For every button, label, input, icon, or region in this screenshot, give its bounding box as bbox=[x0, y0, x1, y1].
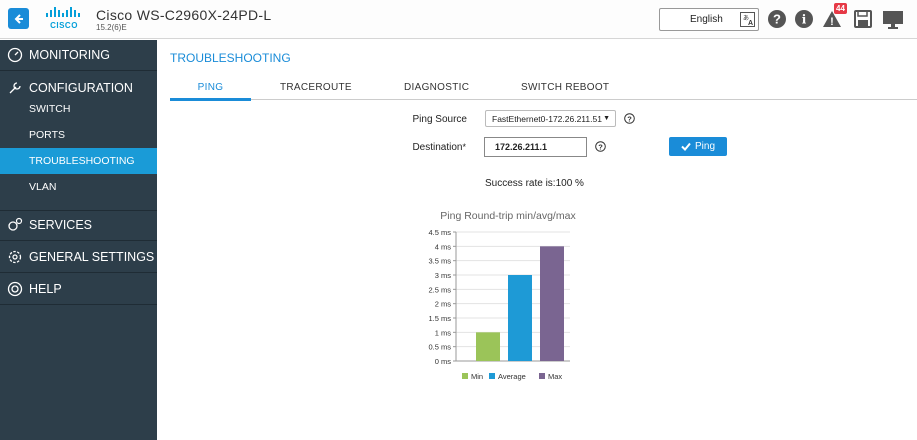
svg-text:i: i bbox=[802, 13, 807, 27]
gear-icon bbox=[8, 250, 22, 264]
help-circle-icon[interactable]: ? bbox=[767, 9, 787, 29]
nav-monitoring-label: MONITORING bbox=[29, 48, 111, 62]
device-version: 15.2(6)E bbox=[96, 23, 127, 32]
ping-source-help-icon[interactable]: ? bbox=[624, 113, 635, 124]
wrench-icon bbox=[9, 81, 21, 93]
sidebar-item-switch[interactable]: SWITCH bbox=[0, 96, 157, 122]
sidebar-item-troubleshooting[interactable]: TROUBLESHOOTING bbox=[0, 148, 157, 174]
cisco-logo-text: CISCO bbox=[50, 21, 78, 30]
chart-legend-swatch bbox=[489, 373, 495, 379]
nav-services-label: SERVICES bbox=[29, 218, 92, 232]
page-title: TROUBLESHOOTING bbox=[170, 51, 291, 65]
info-circle-icon[interactable]: i bbox=[794, 9, 814, 29]
sidebar-item-label: VLAN bbox=[29, 181, 57, 193]
cisco-logo: CISCO bbox=[44, 6, 84, 32]
sidebar-item-vlan[interactable]: VLAN bbox=[0, 174, 157, 200]
arrow-left-icon bbox=[14, 13, 23, 24]
ping-source-label: Ping Source bbox=[412, 114, 467, 125]
chart-bar-max bbox=[540, 246, 564, 361]
destination-label-text: Destination bbox=[412, 142, 463, 153]
chart-bar-min bbox=[476, 332, 500, 361]
nav-configuration[interactable]: CONFIGURATION bbox=[0, 72, 157, 103]
translate-icon: あ A bbox=[740, 12, 755, 27]
services-gears-icon bbox=[8, 217, 23, 231]
ping-button-label: Ping bbox=[694, 141, 715, 152]
chart-bar-average bbox=[508, 275, 532, 361]
language-select[interactable]: English あ A bbox=[659, 8, 759, 31]
destination-label: Destination* bbox=[387, 142, 466, 153]
chart-y-tick-label: 2 ms bbox=[435, 300, 452, 309]
svg-text:?: ? bbox=[627, 114, 632, 123]
back-button[interactable] bbox=[8, 8, 29, 29]
ping-source-value: FastEthernet0-172.26.211.51 bbox=[492, 114, 602, 124]
sidebar: MONITORING CONFIGURATION SWITCH PORTS TR… bbox=[0, 40, 157, 440]
required-asterisk: * bbox=[462, 142, 466, 152]
sidebar-divider bbox=[0, 210, 157, 211]
ping-roundtrip-chart: 0 ms 0.5 ms 1 ms 1.5 ms 2 ms 2.5 ms 3 ms 3.5 ms… bbox=[428, 228, 570, 381]
gauge-icon bbox=[7, 47, 23, 63]
save-icon[interactable] bbox=[853, 9, 873, 29]
chart-y-tick-label: 0.5 ms bbox=[428, 343, 451, 352]
svg-text:?: ? bbox=[598, 142, 603, 151]
device-name: Cisco WS-C2960X-24PD-L bbox=[96, 7, 272, 23]
nav-monitoring[interactable]: MONITORING bbox=[0, 40, 157, 71]
sidebar-item-label: PORTS bbox=[29, 129, 65, 141]
main-content: TROUBLESHOOTING PING TRACEROUTE DIAGNOST… bbox=[157, 40, 917, 440]
sidebar-item-label: SWITCH bbox=[29, 103, 71, 115]
chart-y-tick-label: 1 ms bbox=[435, 328, 452, 337]
cisco-bars-icon bbox=[46, 7, 80, 17]
nav-general-settings[interactable]: GENERAL SETTINGS bbox=[0, 242, 157, 273]
language-value: English bbox=[690, 14, 723, 25]
chart-legend-label: Max bbox=[548, 372, 562, 381]
chart-y-tick-label: 0 ms bbox=[435, 357, 452, 366]
sidebar-item-label: TROUBLESHOOTING bbox=[29, 155, 135, 167]
nav-general-settings-label: GENERAL SETTINGS bbox=[29, 250, 155, 264]
lifebuoy-icon bbox=[7, 281, 23, 297]
svg-text:?: ? bbox=[773, 12, 781, 27]
alert-count-badge: 44 bbox=[834, 3, 847, 14]
tab-diagnostic[interactable]: DIAGNOSTIC bbox=[404, 82, 470, 93]
tab-switch-reboot[interactable]: SWITCH REBOOT bbox=[521, 82, 610, 93]
chart-legend-label: Average bbox=[498, 372, 526, 381]
sidebar-item-ports[interactable]: PORTS bbox=[0, 122, 157, 148]
svg-text:!: ! bbox=[830, 16, 834, 28]
chart-legend-swatch bbox=[462, 373, 468, 379]
chart-title: Ping Round-trip min/avg/max bbox=[440, 210, 576, 222]
ping-source-select[interactable]: FastEthernet0-172.26.211.51 ▼ bbox=[485, 110, 616, 127]
chart-legend-swatch bbox=[539, 373, 545, 379]
chart-y-tick-label: 3.5 ms bbox=[428, 257, 451, 266]
chart-y-tick-label: 2.5 ms bbox=[428, 285, 451, 294]
destination-input[interactable]: 172.26.211.1 bbox=[484, 137, 587, 157]
chart-y-tick-label: 4 ms bbox=[435, 242, 452, 251]
nav-configuration-label: CONFIGURATION bbox=[29, 80, 133, 95]
checkmark-icon bbox=[681, 142, 691, 151]
monitor-icon[interactable] bbox=[882, 9, 904, 29]
nav-services[interactable]: SERVICES bbox=[0, 210, 157, 241]
tab-traceroute[interactable]: TRACEROUTE bbox=[280, 82, 352, 93]
chart-y-tick-label: 3 ms bbox=[435, 271, 452, 280]
nav-help-label: HELP bbox=[29, 282, 62, 296]
svg-text:A: A bbox=[748, 20, 753, 27]
top-header: CISCO Cisco WS-C2960X-24PD-L 15.2(6)E En… bbox=[0, 0, 917, 39]
caret-down-icon: ▼ bbox=[603, 115, 610, 122]
success-rate-text: Success rate is:100 % bbox=[485, 178, 584, 189]
nav-help[interactable]: HELP bbox=[0, 274, 157, 305]
chart-y-tick-label: 1.5 ms bbox=[428, 314, 451, 323]
tab-ping[interactable]: PING bbox=[170, 82, 251, 101]
tab-bar: PING TRACEROUTE DIAGNOSTIC SWITCH REBOOT bbox=[170, 80, 917, 101]
chart-y-tick-label: 4.5 ms bbox=[428, 228, 451, 237]
alert-triangle-icon[interactable]: ! bbox=[822, 9, 842, 29]
chart-legend-label: Min bbox=[471, 372, 483, 381]
svg-text:あ: あ bbox=[743, 15, 749, 22]
destination-help-icon[interactable]: ? bbox=[595, 141, 606, 152]
ping-button[interactable]: Ping bbox=[669, 137, 727, 156]
